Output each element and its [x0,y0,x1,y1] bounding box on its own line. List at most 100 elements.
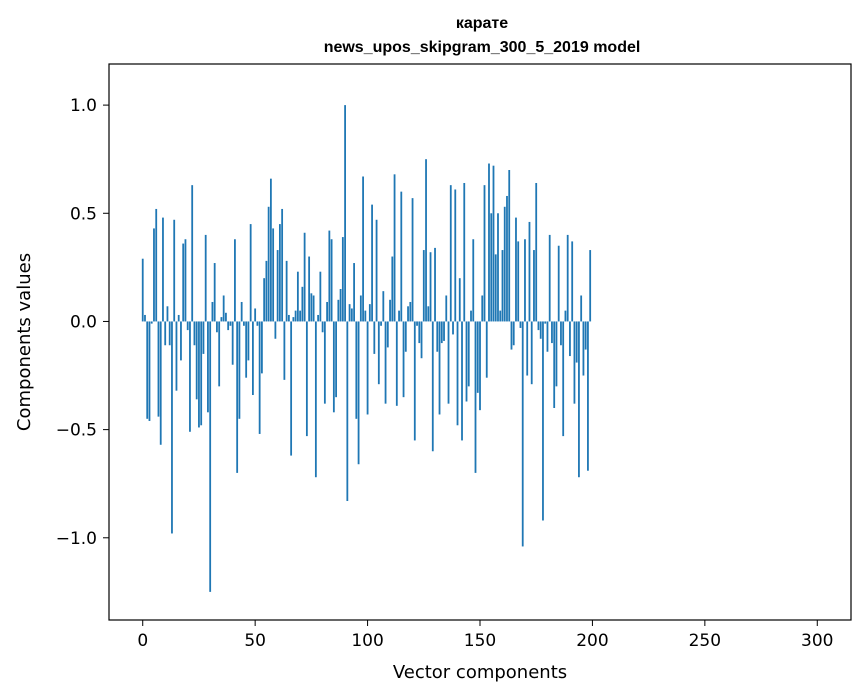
bar-186 [560,321,562,346]
bar-29 [207,321,209,413]
bar-31 [211,301,214,322]
bar-93 [350,308,353,322]
bar-54 [263,278,266,322]
bar-60 [276,250,279,322]
bar-44 [240,301,243,322]
bar-40 [231,321,234,365]
bar-70 [299,310,302,322]
bar-133 [440,321,443,344]
bar-33 [216,321,218,333]
bar-99 [364,310,367,322]
bar-24 [195,321,198,400]
bar-146 [470,310,472,322]
bar-181 [548,234,551,322]
y-tick-label: −1.0 [56,529,97,549]
bar-34 [218,321,221,387]
bar-182 [551,321,553,344]
bar-117 [404,321,407,352]
bar-46 [245,321,248,378]
bar-56 [267,206,270,322]
bar-156 [492,165,495,322]
bar-65 [287,314,290,322]
bar-4 [150,321,153,324]
bar-22 [191,185,194,322]
bar-143 [463,182,466,322]
bar-27 [202,321,205,354]
bar-36 [222,295,225,322]
bar-59 [274,321,277,339]
y-axis-ticks: −1.0 −0.5 0.0 0.5 1.0 [56,96,109,549]
bar-69 [296,271,299,322]
bar-42 [236,321,239,473]
bar-50 [254,308,257,322]
bar-190 [569,321,571,357]
bar-9 [162,217,164,322]
bar-157 [494,254,497,322]
bar-199 [589,250,592,322]
bar-16 [177,314,180,322]
bar-167 [517,241,520,322]
bar-136 [447,321,450,404]
bar-195 [580,295,583,322]
x-tick-label: 300 [801,631,833,651]
bar-197 [584,321,587,350]
bar-151 [481,295,484,322]
bar-106 [380,321,382,326]
bar-166 [515,217,517,322]
bar-86 [335,321,337,398]
bar-20 [186,321,189,331]
y-tick-label: 0.5 [70,204,97,224]
bar-145 [467,321,470,387]
bar-98 [362,176,364,322]
bar-108 [384,321,387,404]
bar-51 [256,321,259,326]
bar-170 [524,239,526,322]
bar-196 [582,321,585,376]
bar-90 [344,105,346,322]
bar-173 [530,321,533,385]
bar-10 [164,321,167,346]
bar-158 [497,213,499,322]
bar-15 [175,321,178,391]
bar-55 [265,260,268,322]
bar-114 [398,310,400,322]
bar-14 [173,219,176,322]
bar-159 [499,310,502,322]
bar-32 [213,263,216,322]
bar-135 [445,295,448,322]
bar-140 [456,321,459,426]
bar-104 [375,219,378,322]
bar-120 [411,198,414,322]
x-axis-label: Vector components [393,662,567,683]
bar-111 [391,256,394,322]
bar-23 [193,321,196,346]
bar-52 [258,321,261,434]
bar-176 [537,321,540,331]
bar-92 [348,304,351,322]
bar-129 [431,321,434,452]
bars-group [141,105,592,592]
bar-19 [184,239,187,322]
bar-177 [539,321,542,339]
bar-144 [465,321,468,402]
bar-84 [330,239,333,322]
bar-152 [483,185,486,322]
bar-77 [314,321,317,478]
bar-171 [526,321,529,376]
y-tick-label: −0.5 [56,421,97,441]
bar-1 [144,314,146,322]
bar-18 [182,243,185,322]
bar-194 [578,321,580,478]
bar-183 [553,321,556,408]
bar-107 [382,291,385,322]
bar-101 [368,304,371,322]
bar-35 [220,317,223,322]
bar-38 [227,321,230,331]
bar-162 [506,195,508,322]
bar-83 [328,230,331,322]
bar-37 [225,312,227,322]
bar-121 [413,321,416,441]
bar-3 [148,321,151,421]
bar-147 [472,239,475,322]
bar-124 [420,321,423,359]
